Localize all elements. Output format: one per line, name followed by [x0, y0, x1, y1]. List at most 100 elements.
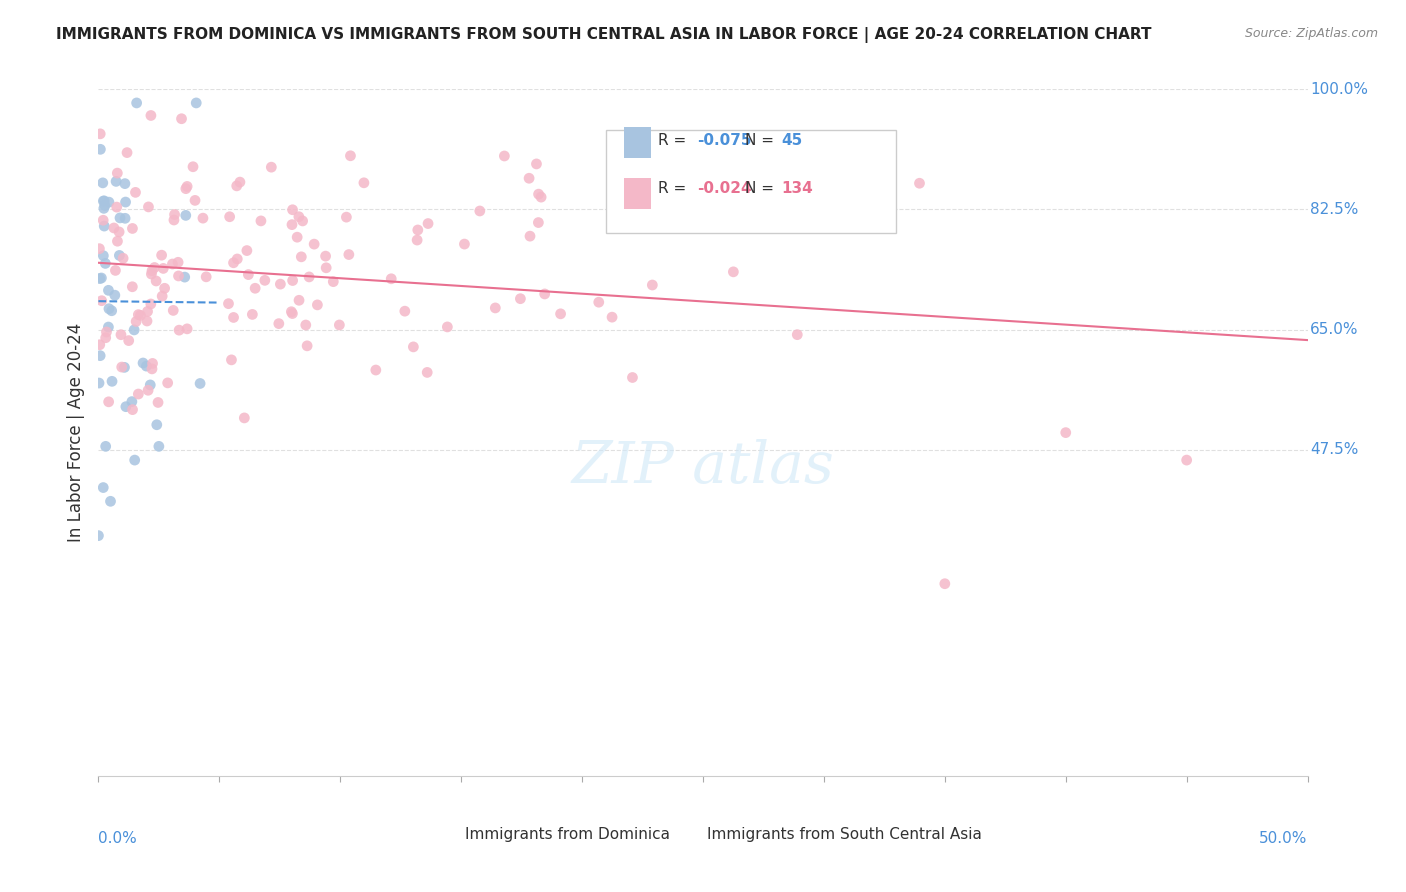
Immigrants from South Central Asia: [406, 223, 429, 237]
Immigrants from South Central Asia: [127, 387, 149, 401]
Immigrants from Dominica: [114, 195, 136, 210]
Immigrants from South Central Asia: [162, 257, 184, 271]
Text: N =: N =: [745, 181, 779, 196]
Immigrants from Dominica: [146, 417, 169, 432]
Text: 50.0%: 50.0%: [1260, 831, 1308, 846]
Immigrants from South Central Asia: [550, 307, 572, 321]
Immigrants from South Central Asia: [108, 225, 131, 239]
Immigrants from South Central Asia: [290, 250, 312, 264]
Immigrants from South Central Asia: [89, 127, 111, 141]
Immigrants from Dominica: [93, 194, 115, 208]
Immigrants from Dominica: [97, 283, 120, 297]
Immigrants from South Central Asia: [162, 303, 184, 318]
Immigrants from South Central Asia: [121, 221, 143, 235]
Immigrants from South Central Asia: [141, 356, 163, 370]
Immigrants from South Central Asia: [167, 268, 190, 283]
Immigrants from Dominica: [108, 211, 131, 225]
Immigrants from South Central Asia: [167, 255, 190, 269]
Immigrants from South Central Asia: [141, 264, 163, 278]
Immigrants from South Central Asia: [138, 200, 160, 214]
Immigrants from South Central Asia: [170, 112, 193, 126]
Immigrants from South Central Asia: [315, 260, 337, 275]
Immigrants from South Central Asia: [288, 210, 311, 224]
Immigrants from South Central Asia: [97, 394, 120, 409]
Immigrants from South Central Asia: [335, 210, 357, 224]
Immigrants from South Central Asia: [339, 149, 361, 163]
Text: 47.5%: 47.5%: [1310, 442, 1358, 458]
Immigrants from Dominica: [100, 494, 122, 508]
Immigrants from Dominica: [115, 400, 138, 414]
Immigrants from South Central Asia: [218, 210, 240, 224]
Immigrants from South Central Asia: [139, 297, 162, 311]
Text: R =: R =: [658, 181, 692, 196]
Immigrants from Dominica: [94, 439, 117, 453]
Immigrants from South Central Asia: [494, 149, 516, 163]
Immigrants from Dominica: [97, 301, 120, 316]
Immigrants from South Central Asia: [267, 317, 290, 331]
Immigrants from Dominica: [114, 177, 136, 191]
Immigrants from South Central Asia: [150, 289, 173, 303]
Immigrants from Dominica: [139, 378, 162, 392]
Immigrants from South Central Asia: [328, 318, 350, 332]
Immigrants from South Central Asia: [402, 340, 425, 354]
Immigrants from South Central Asia: [238, 268, 260, 282]
Immigrants from South Central Asia: [527, 187, 550, 202]
Immigrants from South Central Asia: [146, 395, 169, 409]
Immigrants from South Central Asia: [107, 234, 129, 248]
Immigrants from South Central Asia: [96, 325, 118, 339]
Immigrants from South Central Asia: [281, 307, 304, 321]
Immigrants from South Central Asia: [176, 322, 198, 336]
Immigrants from South Central Asia: [526, 157, 548, 171]
Text: IMMIGRANTS FROM DOMINICA VS IMMIGRANTS FROM SOUTH CENTRAL ASIA IN LABOR FORCE | : IMMIGRANTS FROM DOMINICA VS IMMIGRANTS F…: [56, 27, 1152, 43]
Immigrants from Dominica: [135, 359, 157, 373]
Text: ZIP atlas: ZIP atlas: [572, 439, 834, 495]
Immigrants from South Central Asia: [104, 263, 127, 277]
Text: R =: R =: [658, 133, 692, 148]
Immigrants from South Central Asia: [416, 217, 439, 231]
Immigrants from Dominica: [121, 394, 143, 409]
Immigrants from South Central Asia: [152, 261, 174, 276]
Immigrants from South Central Asia: [103, 221, 125, 235]
Immigrants from Dominica: [90, 271, 112, 285]
Bar: [437, 828, 458, 845]
Immigrants from South Central Asia: [281, 218, 304, 232]
Immigrants from South Central Asia: [307, 298, 329, 312]
Immigrants from South Central Asia: [519, 229, 541, 244]
Immigrants from South Central Asia: [786, 327, 808, 342]
Immigrants from South Central Asia: [89, 337, 111, 351]
Immigrants from Dominica: [114, 211, 136, 226]
Immigrants from South Central Asia: [1175, 453, 1198, 467]
Immigrants from Dominica: [87, 376, 110, 390]
Immigrants from South Central Asia: [153, 281, 176, 295]
Immigrants from South Central Asia: [436, 320, 458, 334]
Immigrants from South Central Asia: [641, 278, 664, 293]
Immigrants from Dominica: [91, 176, 114, 190]
Immigrants from South Central Asia: [533, 287, 555, 301]
Immigrants from Dominica: [89, 349, 111, 363]
Immigrants from Dominica: [94, 198, 117, 212]
Immigrants from South Central Asia: [302, 237, 325, 252]
Immigrants from South Central Asia: [723, 265, 745, 279]
Text: -0.024: -0.024: [697, 181, 752, 196]
Immigrants from South Central Asia: [174, 181, 197, 195]
Immigrants from South Central Asia: [269, 277, 291, 292]
Immigrants from South Central Asia: [139, 108, 162, 122]
Immigrants from Dominica: [91, 481, 114, 495]
Immigrants from South Central Asia: [121, 402, 143, 417]
Text: 134: 134: [782, 181, 813, 196]
Immigrants from South Central Asia: [281, 202, 304, 217]
Immigrants from South Central Asia: [226, 252, 249, 266]
Immigrants from South Central Asia: [125, 314, 148, 328]
Immigrants from South Central Asia: [105, 200, 128, 214]
Bar: [624, 178, 651, 210]
Bar: [679, 828, 700, 845]
Immigrants from Dominica: [101, 374, 124, 388]
Immigrants from Dominica: [89, 271, 111, 285]
Immigrants from South Central Asia: [121, 279, 143, 293]
Text: 82.5%: 82.5%: [1310, 202, 1358, 217]
Immigrants from South Central Asia: [337, 247, 360, 261]
Immigrants from South Central Asia: [530, 190, 553, 204]
Immigrants from South Central Asia: [150, 248, 173, 262]
Immigrants from South Central Asia: [184, 194, 207, 208]
Immigrants from Dominica: [89, 142, 111, 156]
